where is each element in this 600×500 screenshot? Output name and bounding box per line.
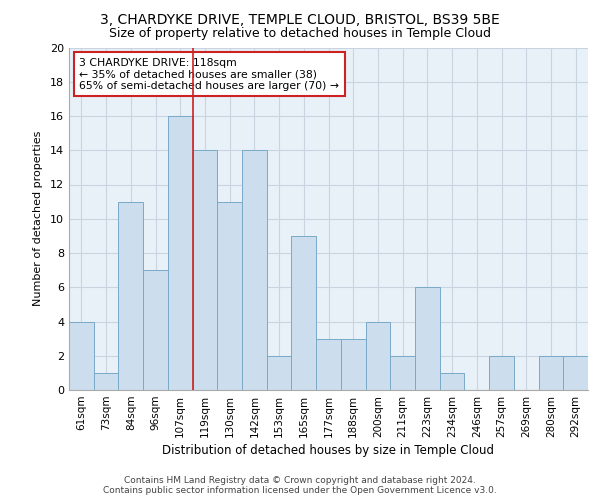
Text: Size of property relative to detached houses in Temple Cloud: Size of property relative to detached ho… (109, 28, 491, 40)
Bar (118, 202, 143, 390)
Bar (440, 373, 464, 390)
Bar (69, 322, 94, 390)
Bar (242, 150, 267, 390)
X-axis label: Distribution of detached houses by size in Temple Cloud: Distribution of detached houses by size … (163, 444, 494, 457)
Bar (365, 322, 390, 390)
Bar (217, 202, 242, 390)
Bar (193, 150, 217, 390)
Bar (539, 356, 563, 390)
Bar (341, 338, 365, 390)
Bar (415, 287, 440, 390)
Bar (390, 356, 415, 390)
Bar (94, 373, 118, 390)
Bar (143, 270, 168, 390)
Text: Contains HM Land Registry data © Crown copyright and database right 2024.
Contai: Contains HM Land Registry data © Crown c… (103, 476, 497, 495)
Bar (168, 116, 193, 390)
Text: 3, CHARDYKE DRIVE, TEMPLE CLOUD, BRISTOL, BS39 5BE: 3, CHARDYKE DRIVE, TEMPLE CLOUD, BRISTOL… (100, 12, 500, 26)
Bar (316, 338, 341, 390)
Bar (292, 236, 316, 390)
Bar (489, 356, 514, 390)
Bar (267, 356, 292, 390)
Bar (563, 356, 588, 390)
Y-axis label: Number of detached properties: Number of detached properties (33, 131, 43, 306)
Text: 3 CHARDYKE DRIVE: 118sqm
← 35% of detached houses are smaller (38)
65% of semi-d: 3 CHARDYKE DRIVE: 118sqm ← 35% of detach… (79, 58, 340, 91)
